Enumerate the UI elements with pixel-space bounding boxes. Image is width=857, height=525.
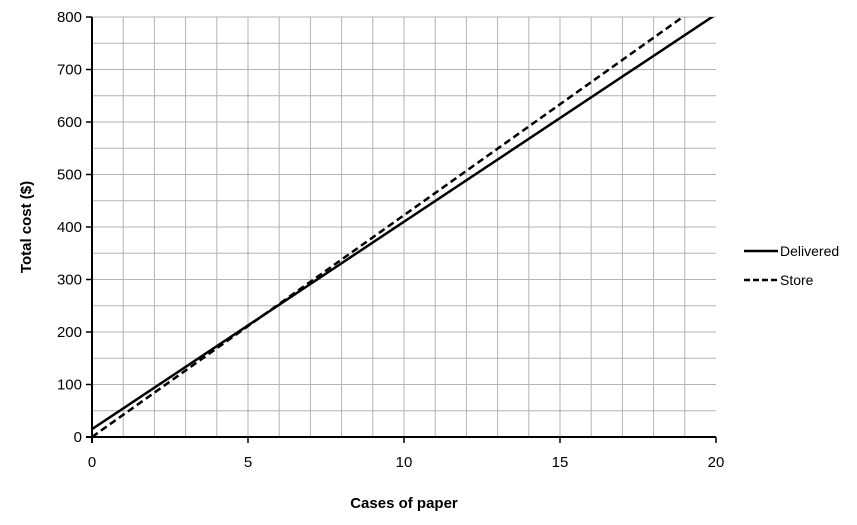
axes: [86, 16, 717, 443]
grid-lines: [92, 16, 716, 437]
x-tick-label: 20: [708, 454, 725, 471]
x-tick-label: 0: [88, 454, 96, 471]
y-tick-label: 0: [74, 429, 82, 446]
y-tick-label: 200: [57, 324, 82, 341]
x-tick-label: 15: [552, 454, 569, 471]
x-tick-label: 5: [244, 454, 252, 471]
legend: Delivered Store: [744, 243, 839, 288]
series-lines: [92, 17, 715, 437]
y-tick-label: 100: [57, 377, 82, 394]
y-tick-label: 500: [57, 167, 82, 184]
tick-labels: 0 100 200 300 400 500 600 700 800 0 5 10 15 20: [57, 9, 724, 471]
legend-label-store: Store: [780, 272, 814, 288]
x-axis-title: Cases of paper: [350, 495, 458, 512]
y-tick-label: 600: [57, 114, 82, 131]
y-tick-label: 400: [57, 219, 82, 236]
legend-label-delivered: Delivered: [780, 243, 839, 259]
series-line-store: [92, 17, 685, 437]
y-tick-label: 700: [57, 62, 82, 79]
y-axis-title: Total cost ($): [18, 181, 35, 273]
x-tick-label: 10: [396, 454, 413, 471]
series-line-delivered: [92, 17, 715, 431]
y-tick-label: 300: [57, 272, 82, 289]
y-tick-label: 800: [57, 9, 82, 26]
